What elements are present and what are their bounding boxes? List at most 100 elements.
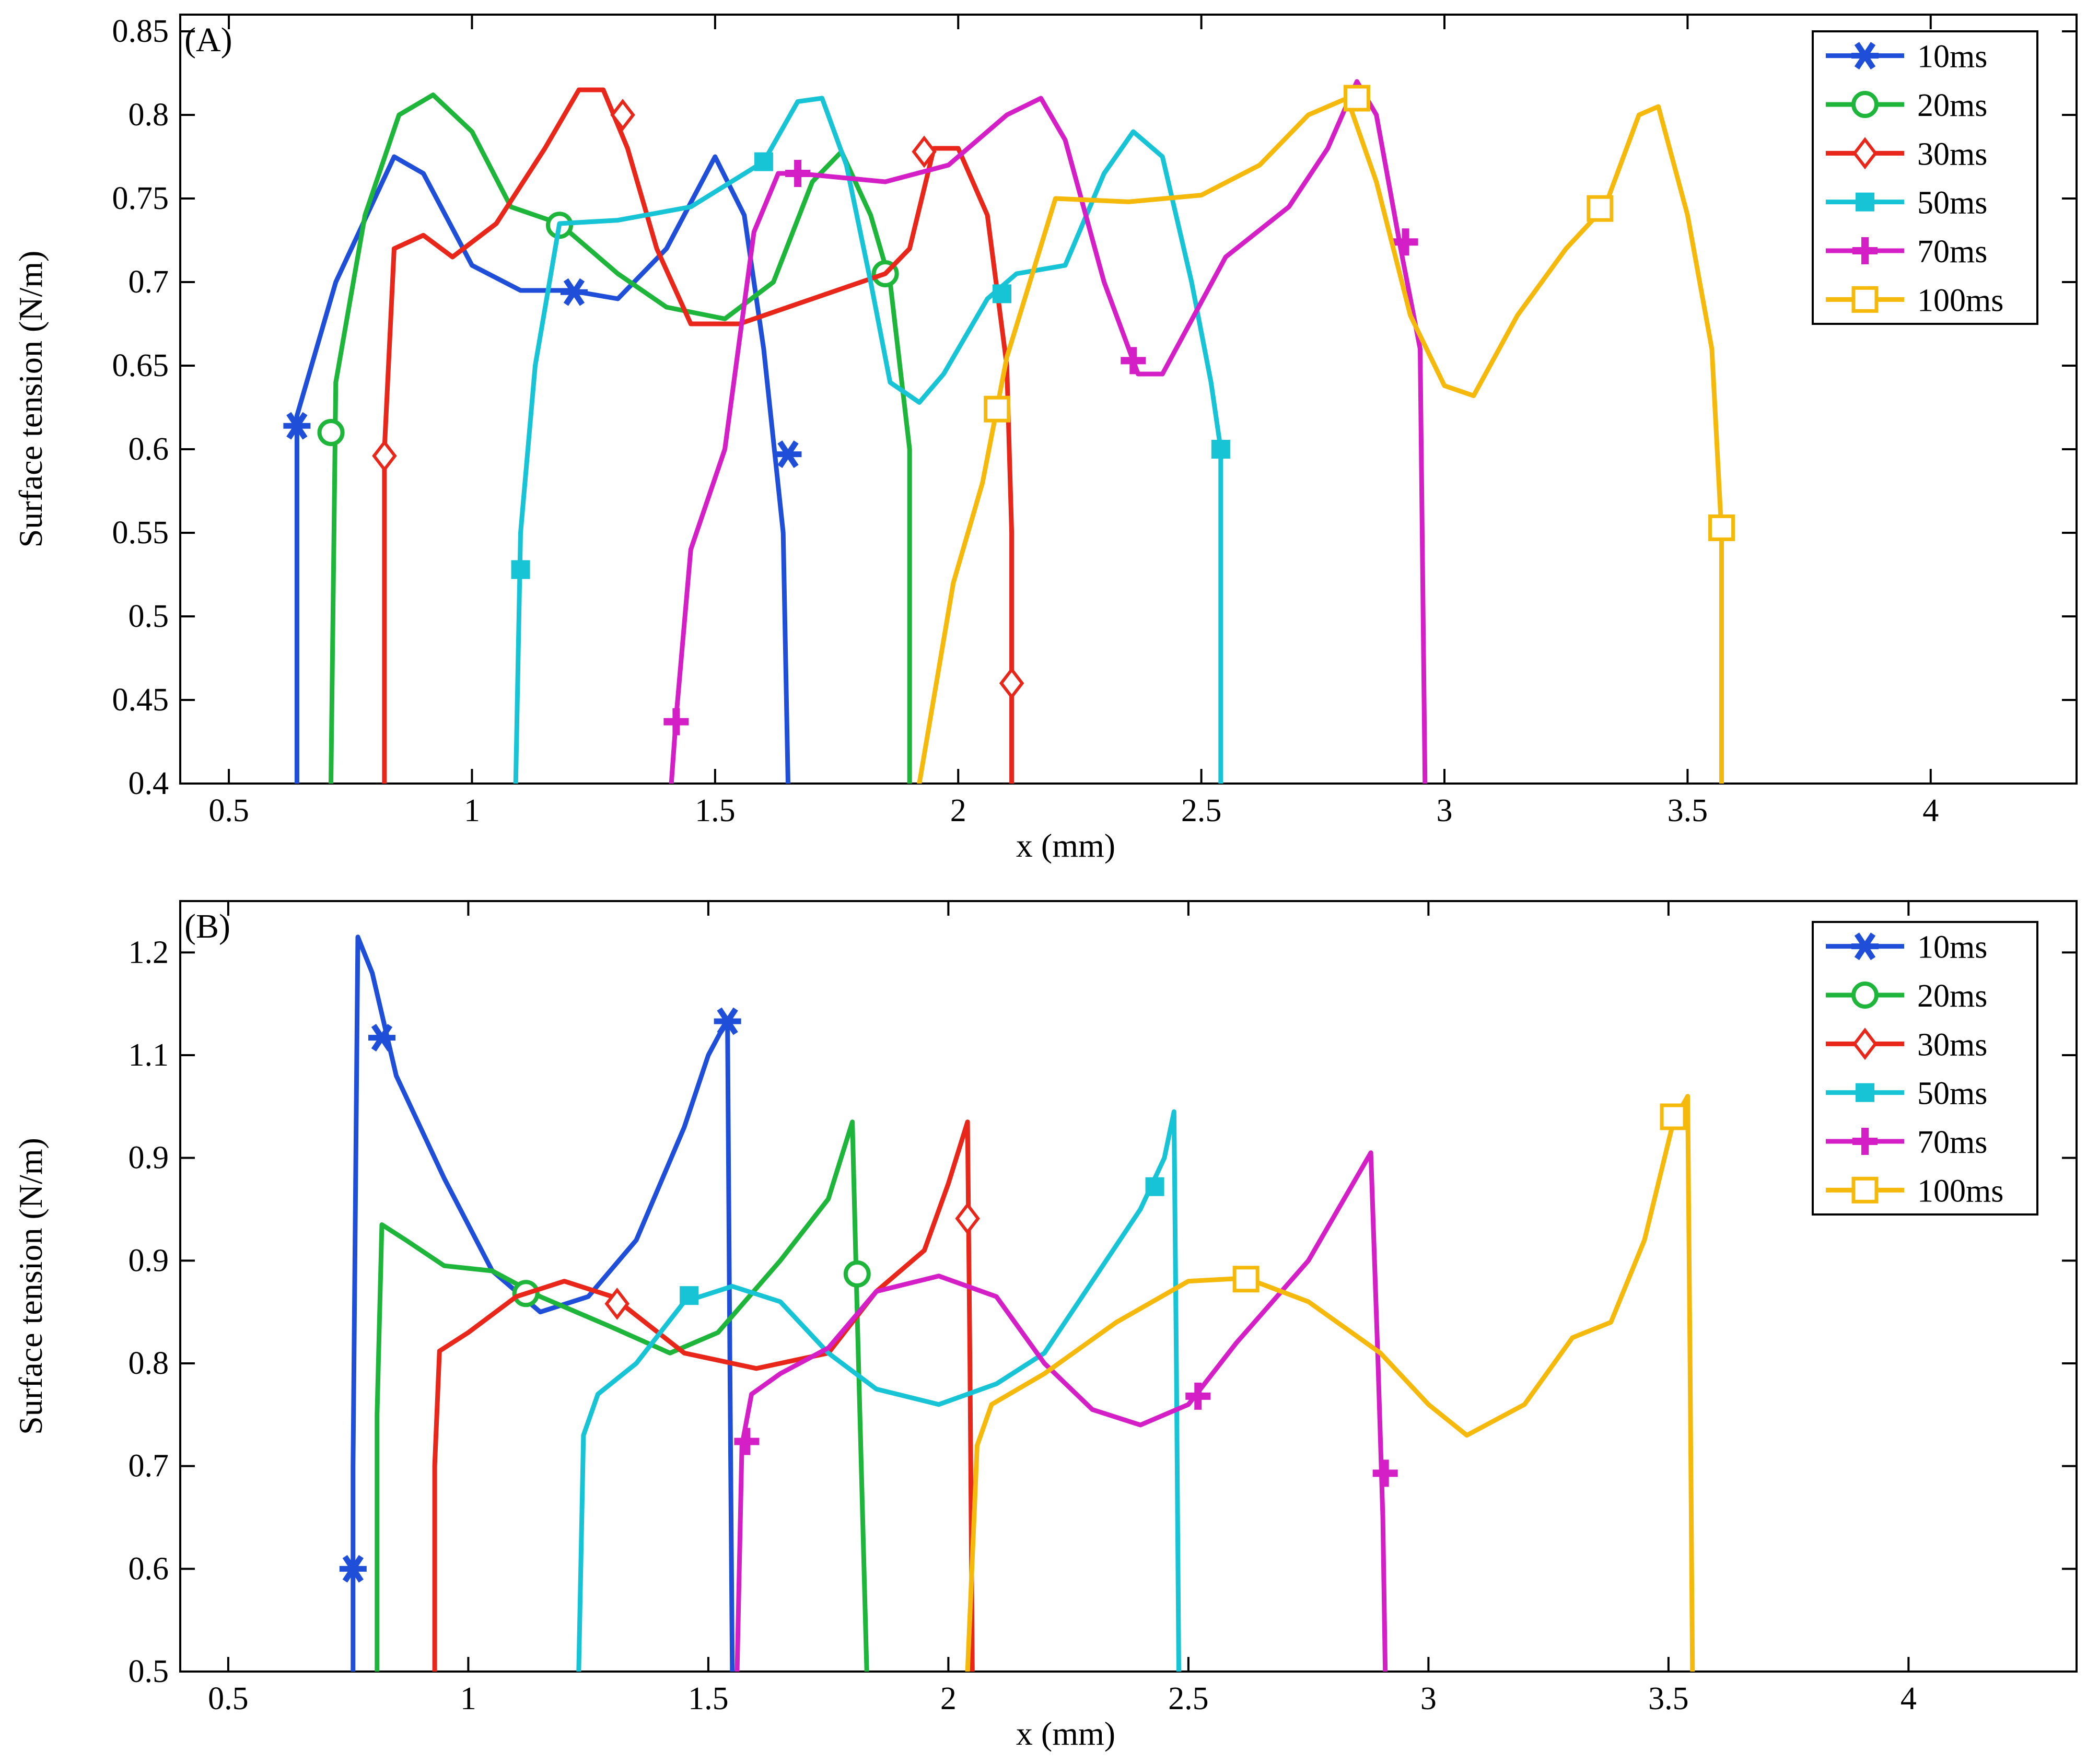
legend-label-70ms: 70ms xyxy=(1917,234,1987,270)
legend-marker-70ms xyxy=(1852,237,1878,264)
panel-b: 0.5 1 1.5 2 2.5 3 3.5 4 0.5 0.6 0.7 0.8 0.9 0.9 1.1 1.2… xyxy=(12,900,2078,1752)
legend-label-70ms: 70ms xyxy=(1917,1125,1987,1160)
data-point-50ms xyxy=(511,560,530,579)
y-tick-label: 1.1 xyxy=(129,1037,169,1073)
series-line-30ms xyxy=(432,1119,975,1672)
legend-label-50ms: 50ms xyxy=(1917,1076,1987,1112)
legend-marker-50ms xyxy=(1856,192,1874,212)
x-tick-label: 2.5 xyxy=(1181,793,1222,828)
data-point-70ms xyxy=(1121,347,1146,375)
series-line-30ms xyxy=(382,87,1015,784)
x-axis-label: x (mm) xyxy=(1016,827,1115,864)
legend-marker-30ms xyxy=(1852,137,1878,170)
x-axis-label: x (mm) xyxy=(1016,1715,1115,1752)
legend-marker-100ms xyxy=(1851,286,1879,313)
y-tick-label: 0.6 xyxy=(129,431,169,467)
y-tick-label: 0.5 xyxy=(129,1654,169,1689)
y-tick-label: 0.9 xyxy=(129,1140,169,1176)
x-tick-label: 3.5 xyxy=(1648,1681,1689,1716)
legend-label-100ms: 100ms xyxy=(1917,1173,2003,1209)
plot-area xyxy=(283,79,1735,784)
data-point-70ms xyxy=(1372,1459,1398,1487)
x-tick-label: 1.5 xyxy=(695,793,736,828)
x-tick-label: 3 xyxy=(1437,793,1453,828)
legend-label-10ms: 10ms xyxy=(1917,930,1987,965)
data-point-100ms xyxy=(1660,1103,1687,1130)
x-tick-label: 4 xyxy=(1922,793,1939,828)
x-tick-label: 4 xyxy=(1901,1681,1917,1716)
x-tick-label: 2 xyxy=(950,793,966,828)
y-axis-label: Surface tension (N/m) xyxy=(12,251,49,548)
legend-label-20ms: 20ms xyxy=(1917,88,1987,123)
series-line-50ms xyxy=(513,96,1223,784)
y-tick-label: 0.75 xyxy=(112,181,169,216)
y-tick-label: 0.5 xyxy=(129,599,169,634)
data-point-100ms xyxy=(1343,85,1370,112)
panel-label: (A) xyxy=(184,21,232,59)
series-line-10ms xyxy=(351,934,735,1672)
legend-label-20ms: 20ms xyxy=(1917,978,1987,1014)
x-tick-label: 2 xyxy=(940,1681,957,1716)
data-point-20ms xyxy=(843,1260,871,1288)
x-tick-label: 2.5 xyxy=(1168,1681,1209,1716)
legend-box xyxy=(1812,921,2038,1216)
y-tick-label: 0.85 xyxy=(112,14,169,49)
y-tick-label: 0.4 xyxy=(129,766,169,801)
data-point-30ms xyxy=(372,439,397,472)
y-tick-label: 0.7 xyxy=(129,264,169,300)
data-point-70ms xyxy=(1185,1382,1211,1410)
legend-label-10ms: 10ms xyxy=(1917,39,1987,75)
data-point-70ms xyxy=(663,708,689,735)
legend-marker-10ms xyxy=(1851,932,1879,961)
data-point-10ms xyxy=(339,1555,367,1583)
data-point-50ms xyxy=(754,152,773,171)
legend-label-100ms: 100ms xyxy=(1917,283,2003,318)
panel-label: (B) xyxy=(184,907,230,945)
data-point-10ms xyxy=(714,1007,741,1035)
data-point-10ms xyxy=(774,440,802,469)
data-point-10ms xyxy=(368,1024,395,1052)
data-point-20ms xyxy=(317,419,345,446)
data-point-50ms xyxy=(1211,440,1230,459)
data-point-70ms xyxy=(734,1428,760,1455)
y-tick-label: 0.8 xyxy=(129,97,169,133)
series-line-100ms xyxy=(965,1094,1695,1672)
data-point-30ms xyxy=(610,99,635,131)
legend-label-30ms: 30ms xyxy=(1917,1027,1987,1062)
y-tick-label: 0.65 xyxy=(112,348,169,383)
series-line-70ms xyxy=(734,1150,1388,1672)
legend-marker-20ms xyxy=(1851,91,1879,118)
legend-marker-50ms xyxy=(1856,1083,1874,1102)
x-tick-label: 3 xyxy=(1420,1681,1437,1716)
y-tick-label: 0.8 xyxy=(129,1346,169,1381)
data-point-100ms xyxy=(984,395,1011,423)
data-point-100ms xyxy=(1708,514,1735,541)
legend-marker-70ms xyxy=(1852,1128,1878,1155)
panel-a: 0.5 1 1.5 2 2.5 3 3.5 4 0.4 0.45 0.5 0.55 0.6 0.65 0.7… xyxy=(12,14,2078,864)
axes-frame xyxy=(179,900,2078,1673)
data-point-30ms xyxy=(999,667,1024,699)
y-tick-label: 0.7 xyxy=(129,1448,169,1484)
data-point-100ms xyxy=(1587,195,1614,222)
plot-area xyxy=(339,934,1695,1672)
x-tick-label: 1 xyxy=(460,1681,476,1716)
axes-frame xyxy=(179,14,2078,785)
data-point-10ms xyxy=(560,278,588,306)
data-point-10ms xyxy=(283,412,311,440)
legend-box xyxy=(1812,30,2038,325)
x-tick-label: 0.5 xyxy=(208,793,249,828)
legend: 10ms 20ms 30ms 50ms 70ms 100ms xyxy=(1812,921,2038,1216)
series-line-10ms xyxy=(294,154,790,784)
series-line-20ms xyxy=(329,92,912,784)
data-point-50ms xyxy=(993,284,1011,303)
series-line-100ms xyxy=(917,96,1724,784)
legend-label-50ms: 50ms xyxy=(1917,185,1987,221)
legend: 10ms 20ms 30ms 50ms 70ms 100ms xyxy=(1812,30,2038,325)
data-point-50ms xyxy=(1145,1177,1164,1196)
data-point-30ms xyxy=(604,1288,630,1320)
legend-marker-100ms xyxy=(1851,1176,1879,1204)
x-tick-label: 1.5 xyxy=(688,1681,729,1716)
data-point-100ms xyxy=(1232,1266,1260,1293)
legend-label-30ms: 30ms xyxy=(1917,136,1987,172)
